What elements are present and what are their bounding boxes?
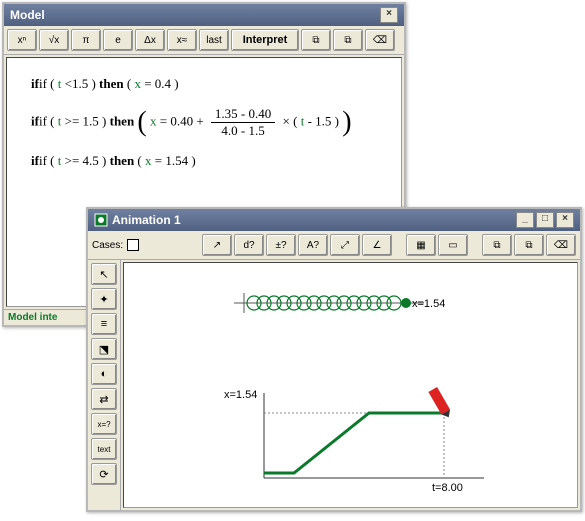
interpret-btn[interactable]: Interpret xyxy=(231,29,299,51)
vector-tool[interactable]: ⇄ xyxy=(91,388,117,410)
anim-icon xyxy=(94,213,108,227)
pi-btn[interactable]: π xyxy=(71,29,101,51)
maximize-icon[interactable]: □ xyxy=(536,212,554,228)
cases-label: Cases: xyxy=(92,240,123,251)
shape-tool[interactable]: ⬔ xyxy=(91,338,117,360)
text-tool[interactable]: text xyxy=(91,438,117,460)
model-titlebar[interactable]: Model × xyxy=(4,4,404,26)
sqrt-btn[interactable]: √x xyxy=(39,29,69,51)
power-btn[interactable]: xⁿ xyxy=(7,29,37,51)
equation-2: ifif ( t >= 1.5 ) then ( x = 0.40 + 1.35… xyxy=(31,106,387,139)
svg-text:x=1.54: x=1.54 xyxy=(412,298,445,310)
tool-a[interactable]: ↗ xyxy=(202,234,232,256)
approx-btn[interactable]: x≈ xyxy=(167,29,197,51)
arc-tool[interactable]: ◐ xyxy=(91,363,117,385)
minimize-icon[interactable]: _ xyxy=(516,212,534,228)
animation-window: Animation 1 _ □ × Cases: ↗d?±?A?⤢∠▦▭⧉⧉⌫ … xyxy=(86,207,582,512)
svg-text:x=1.54: x=1.54 xyxy=(224,389,257,401)
equation-1: ifif ( t <1.5 ) then ( x = 0.4 ) xyxy=(31,76,387,92)
tool-grid[interactable]: ▦ xyxy=(406,234,436,256)
clear-btn[interactable]: ⌫ xyxy=(365,29,395,51)
tool-f[interactable]: ∠ xyxy=(362,234,392,256)
close-icon[interactable]: × xyxy=(556,212,574,228)
lines-tool[interactable]: ≡ xyxy=(91,313,117,335)
tool-c[interactable]: ±? xyxy=(266,234,296,256)
anim-canvas[interactable]: x=1.54 x=1.54 t=8.00 xyxy=(123,262,578,508)
copy2[interactable]: ⧉ xyxy=(482,234,512,256)
delta-btn[interactable]: Δx xyxy=(135,29,165,51)
clear2[interactable]: ⌫ xyxy=(546,234,576,256)
pointer[interactable]: ↖ xyxy=(91,263,117,285)
paste-btn[interactable]: ⧉ xyxy=(333,29,363,51)
copy-btn[interactable]: ⧉ xyxy=(301,29,331,51)
point-tool[interactable]: ✦ xyxy=(91,288,117,310)
tool-e[interactable]: ⤢ xyxy=(330,234,360,256)
last-btn[interactable]: last xyxy=(199,29,229,51)
anim-toolbar: Cases: ↗d?±?A?⤢∠▦▭⧉⧉⌫ xyxy=(88,231,580,260)
tool-d[interactable]: A? xyxy=(298,234,328,256)
tool-b[interactable]: d? xyxy=(234,234,264,256)
rotate-tool[interactable]: ⟳ xyxy=(91,463,117,485)
tool-win[interactable]: ▭ xyxy=(438,234,468,256)
cases-box[interactable] xyxy=(127,239,139,251)
anim-side-toolbar: ↖ ✦ ≡ ⬔ ◐ ⇄ x=? text ⟳ xyxy=(88,260,121,510)
close-icon[interactable]: × xyxy=(380,7,398,23)
e-btn[interactable]: e xyxy=(103,29,133,51)
paste2[interactable]: ⧉ xyxy=(514,234,544,256)
anim-title: Animation 1 xyxy=(112,213,181,227)
var-tool[interactable]: x=? xyxy=(91,413,117,435)
equation-3: ifif ( t >= 4.5 ) then ( x = 1.54 ) xyxy=(31,153,387,169)
model-toolbar: xⁿ√xπeΔxx≈lastInterpret⧉⧉⌫ xyxy=(4,26,404,55)
svg-text:t=8.00: t=8.00 xyxy=(432,482,463,494)
anim-titlebar[interactable]: Animation 1 _ □ × xyxy=(88,209,580,231)
model-title: Model xyxy=(10,8,45,22)
